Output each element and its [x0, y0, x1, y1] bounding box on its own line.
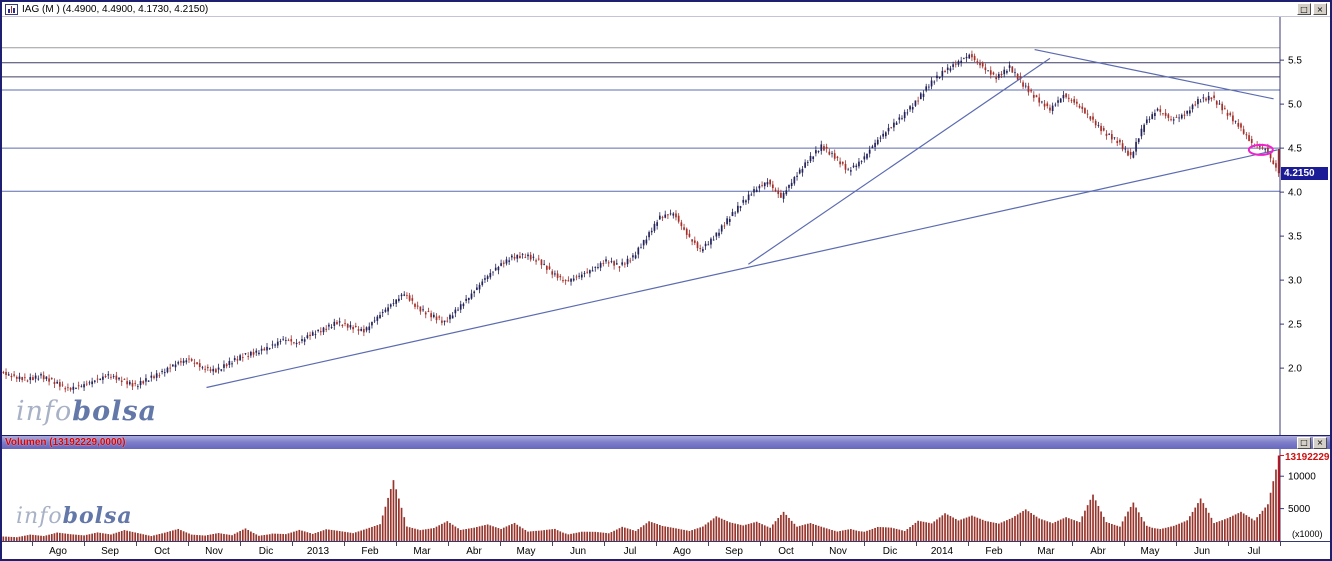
month-label: Dic	[882, 546, 898, 557]
month-tick	[708, 542, 709, 546]
volume-bar-chart[interactable]: 10000 5000 (x1000)	[2, 449, 1330, 541]
month-label: May	[516, 546, 536, 557]
maximize-icon[interactable]: □	[1297, 436, 1311, 449]
volume-titlebar[interactable]: Volumen (13192229,0000) □ ×	[2, 435, 1330, 449]
month-label: Mar	[1037, 546, 1055, 557]
last-price-badge: 4.2150	[1281, 166, 1328, 180]
month-tick	[1228, 542, 1229, 546]
month-tick	[188, 542, 189, 546]
month-label: Dic	[258, 546, 274, 557]
month-label: 2014	[930, 546, 954, 557]
month-label: Sep	[101, 546, 119, 557]
month-tick	[760, 542, 761, 546]
close-icon[interactable]: ×	[1313, 436, 1327, 449]
price-candlestick-chart[interactable]: 5.5 5.0 4.5 4.0 3.5 3.0 2.5 2.0	[2, 17, 1330, 435]
svg-text:4.5: 4.5	[1288, 144, 1302, 155]
month-tick	[1176, 542, 1177, 546]
price-titlebar-buttons: □ ×	[1297, 3, 1327, 15]
month-label: Jul	[1247, 546, 1261, 557]
svg-text:(x1000): (x1000)	[1292, 529, 1323, 539]
price-chart-window: IAG (M ) (4.4900, 4.4900, 4.1730, 4.2150…	[2, 2, 1330, 435]
month-tick	[916, 542, 917, 546]
time-axis: Ago Sep Oct Nov Dic 2013 Feb Mar Abr May Jun Jul Ago…	[2, 541, 1330, 559]
month-tick	[604, 542, 605, 546]
price-chart-area: 5.5 5.0 4.5 4.0 3.5 3.0 2.5 2.0 infobolsa 4.215…	[2, 17, 1330, 435]
month-tick	[656, 542, 657, 546]
month-tick	[500, 542, 501, 546]
svg-text:5000: 5000	[1288, 504, 1311, 515]
volume-chart-area: 10000 5000 (x1000) infobolsa 13192229	[2, 449, 1330, 541]
month-label: Abr	[466, 546, 482, 557]
month-tick	[136, 542, 137, 546]
close-icon[interactable]: ×	[1313, 3, 1327, 15]
month-label: Jun	[1193, 546, 1211, 557]
maximize-icon[interactable]: □	[1297, 3, 1311, 15]
month-tick	[292, 542, 293, 546]
month-tick	[396, 542, 397, 546]
month-label: Oct	[778, 546, 794, 557]
month-tick	[1280, 542, 1281, 546]
month-label: Feb	[361, 546, 379, 557]
svg-text:2.0: 2.0	[1288, 364, 1302, 375]
volume-last-value-label: 13192229	[1285, 451, 1330, 463]
month-tick	[32, 542, 33, 546]
month-label: Jul	[623, 546, 637, 557]
svg-text:10000: 10000	[1288, 472, 1316, 483]
month-label: 2013	[306, 546, 330, 557]
candlestick-chart-icon	[5, 3, 18, 15]
price-window-title: IAG (M ) (4.4900, 4.4900, 4.1730, 4.2150…	[22, 3, 209, 15]
month-label: Ago	[673, 546, 691, 557]
month-label: Feb	[985, 546, 1003, 557]
svg-text:3.0: 3.0	[1288, 276, 1302, 287]
price-titlebar[interactable]: IAG (M ) (4.4900, 4.4900, 4.1730, 4.2150…	[2, 2, 1330, 17]
svg-text:5.5: 5.5	[1288, 56, 1302, 67]
month-label: May	[1140, 546, 1160, 557]
month-tick	[448, 542, 449, 546]
month-tick	[864, 542, 865, 546]
month-tick	[968, 542, 969, 546]
month-label: Sep	[725, 546, 743, 557]
month-label: Mar	[413, 546, 431, 557]
svg-text:2.5: 2.5	[1288, 320, 1302, 331]
month-label: Jun	[569, 546, 587, 557]
month-label: Nov	[205, 546, 223, 557]
volume-window: Volumen (13192229,0000) □ × 10000 5000 (x1…	[2, 435, 1330, 541]
month-label: Oct	[154, 546, 170, 557]
month-tick	[1072, 542, 1073, 546]
volume-titlebar-buttons: □ ×	[1297, 436, 1327, 449]
month-label: Nov	[829, 546, 847, 557]
month-tick	[552, 542, 553, 546]
month-tick	[240, 542, 241, 546]
month-label: Ago	[49, 546, 67, 557]
svg-text:4.0: 4.0	[1288, 188, 1302, 199]
svg-text:5.0: 5.0	[1288, 100, 1302, 111]
month-tick	[84, 542, 85, 546]
month-tick	[1124, 542, 1125, 546]
month-tick	[344, 542, 345, 546]
month-label: Abr	[1090, 546, 1106, 557]
svg-text:3.5: 3.5	[1288, 232, 1302, 243]
month-tick	[812, 542, 813, 546]
month-tick	[1020, 542, 1021, 546]
volume-window-title: Volumen (13192229,0000)	[5, 437, 126, 448]
